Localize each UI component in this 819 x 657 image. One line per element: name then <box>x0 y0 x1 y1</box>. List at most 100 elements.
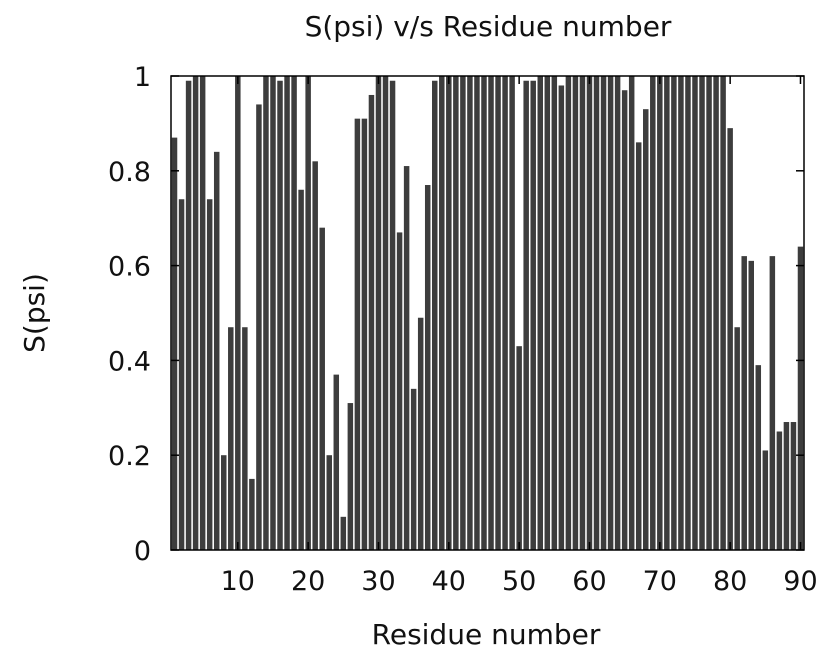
bar-residue-22 <box>319 227 325 550</box>
bar-residue-32 <box>389 80 396 551</box>
x-tick-label: 20 <box>291 566 325 597</box>
y-tick-label: 0.4 <box>108 346 151 377</box>
bar-residue-40 <box>446 76 452 550</box>
bar-residue-88 <box>783 422 790 550</box>
x-tick-label: 40 <box>432 566 466 597</box>
bar-residue-51 <box>523 80 529 551</box>
bar-residue-63 <box>607 76 614 550</box>
bar-residue-13 <box>256 104 262 550</box>
bar-residue-68 <box>643 109 649 551</box>
y-tick-label: 0 <box>134 536 151 567</box>
bar-residue-4 <box>192 76 199 550</box>
bar-residue-10 <box>235 76 241 550</box>
bar-residue-78 <box>713 76 719 550</box>
bar-residue-24 <box>333 374 340 550</box>
bar-residue-80 <box>727 128 733 550</box>
x-tick-label: 90 <box>783 566 817 597</box>
bar-residue-20 <box>305 76 311 550</box>
y-axis-label: S(psi) <box>18 273 51 353</box>
bar-residue-9 <box>228 327 234 550</box>
bar-residue-16 <box>277 80 283 551</box>
bar-residue-28 <box>361 118 368 550</box>
bar-residue-29 <box>368 94 375 551</box>
bar-residue-25 <box>340 516 347 550</box>
bar-residue-54 <box>544 76 551 550</box>
bar-residue-3 <box>185 80 192 551</box>
bar-residue-74 <box>685 76 691 550</box>
bar-residue-69 <box>650 76 656 550</box>
bar-residue-66 <box>628 76 635 550</box>
bars-group <box>171 76 804 551</box>
bar-residue-65 <box>621 90 628 550</box>
bar-residue-8 <box>221 455 227 550</box>
bar-residue-50 <box>516 346 522 550</box>
bar-residue-62 <box>600 76 607 550</box>
bar-residue-30 <box>375 76 382 550</box>
bar-residue-81 <box>734 327 740 550</box>
bar-residue-90 <box>797 246 804 550</box>
bar-residue-37 <box>424 185 431 550</box>
bar-residue-1 <box>171 137 178 550</box>
bar-residue-71 <box>664 76 670 550</box>
bar-residue-48 <box>502 76 508 550</box>
y-tick-label: 0.6 <box>108 252 151 283</box>
bar-residue-89 <box>790 422 797 550</box>
bar-residue-2 <box>178 199 185 551</box>
bar-residue-19 <box>298 189 304 550</box>
bar-residue-12 <box>249 478 255 550</box>
bar-residue-6 <box>206 199 213 551</box>
bar-residue-64 <box>614 76 621 550</box>
bar-residue-35 <box>410 388 417 550</box>
y-tick-label: 0.8 <box>108 157 151 188</box>
bar-residue-7 <box>213 151 220 550</box>
bar-residue-21 <box>312 161 318 550</box>
bar-residue-18 <box>291 76 297 550</box>
x-tick-label: 30 <box>361 566 395 597</box>
bar-residue-60 <box>586 76 593 550</box>
bar-residue-27 <box>354 118 361 550</box>
bar-residue-70 <box>657 76 663 550</box>
bar-residue-56 <box>558 85 565 550</box>
bar-residue-86 <box>769 256 776 550</box>
bar-residue-52 <box>530 80 536 551</box>
bar-residue-15 <box>270 76 276 550</box>
x-tick-label: 60 <box>572 566 606 597</box>
bar-residue-42 <box>460 76 466 550</box>
bar-residue-85 <box>762 450 769 550</box>
bar-residue-39 <box>439 76 445 550</box>
bar-residue-55 <box>551 76 558 550</box>
ticks-group: 10 20 30 40 50 60 70 80 90 0 0.2 0.4 0.6 0.8 1 <box>108 62 818 597</box>
bar-residue-34 <box>403 166 410 550</box>
bar-residue-38 <box>432 80 438 551</box>
bar-residue-82 <box>741 256 747 550</box>
bar-residue-26 <box>347 403 354 550</box>
bar-residue-41 <box>453 76 459 550</box>
bar-residue-44 <box>474 76 480 550</box>
bar-residue-11 <box>242 327 248 550</box>
bar-residue-5 <box>199 76 206 550</box>
bar-residue-79 <box>720 76 726 550</box>
bar-residue-58 <box>572 76 579 550</box>
bar-residue-84 <box>755 365 762 550</box>
bar-residue-59 <box>579 76 586 550</box>
bar-residue-83 <box>748 260 754 550</box>
x-tick-label: 70 <box>643 566 677 597</box>
bar-residue-33 <box>396 232 403 551</box>
bar-residue-67 <box>635 142 642 551</box>
x-axis-label: Residue number <box>372 618 601 651</box>
bar-residue-57 <box>565 76 572 550</box>
bar-residue-76 <box>699 76 705 550</box>
bar-residue-23 <box>326 455 332 550</box>
bar-residue-17 <box>284 76 290 550</box>
x-tick-label: 50 <box>502 566 536 597</box>
y-tick-label: 1 <box>134 62 151 93</box>
bar-residue-87 <box>776 431 783 550</box>
bar-residue-36 <box>417 317 424 550</box>
bar-residue-43 <box>467 76 473 550</box>
bar-residue-61 <box>593 76 600 550</box>
plot-frame <box>170 75 805 551</box>
bar-residue-77 <box>706 76 712 550</box>
bar-residue-49 <box>509 76 515 550</box>
x-tick-label: 80 <box>713 566 747 597</box>
